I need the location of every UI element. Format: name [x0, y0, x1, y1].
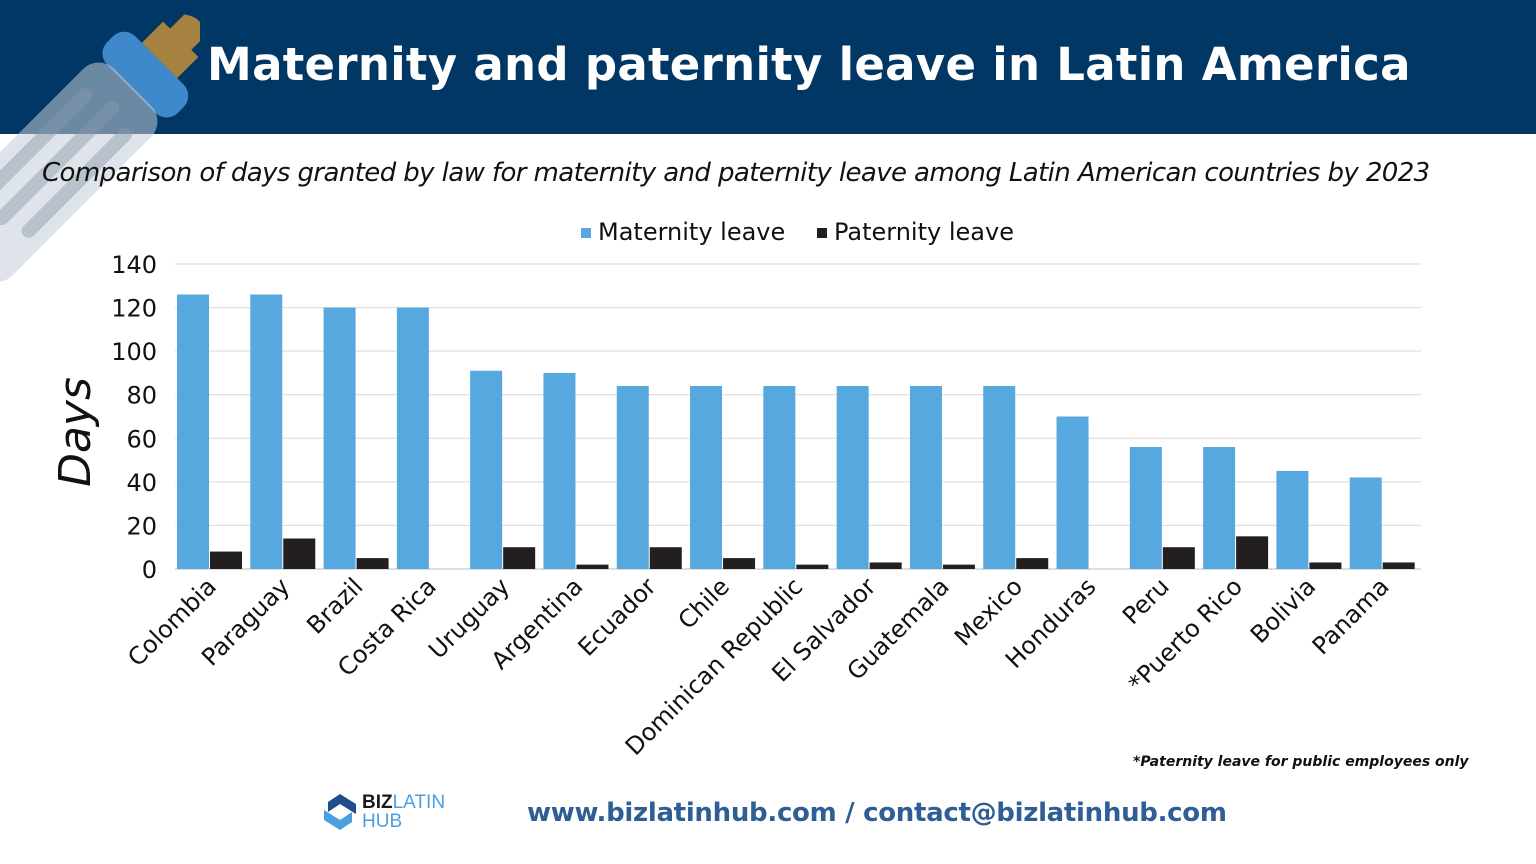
logo-mark-icon	[324, 794, 356, 830]
legend-swatch-maternity	[581, 228, 591, 238]
logo-biz: BIZ	[362, 792, 393, 813]
footnote: *Paternity leave for public employees on…	[1133, 754, 1469, 770]
y-tick-label: 80	[126, 382, 157, 410]
legend-label-maternity: Maternity leave	[598, 218, 785, 246]
maternity-bar	[1056, 416, 1089, 569]
legend-label-paternity: Paternity leave	[834, 218, 1014, 246]
legend-swatch-paternity	[817, 228, 827, 238]
paternity-bar	[1382, 562, 1415, 569]
maternity-bar	[616, 386, 649, 569]
maternity-bar	[177, 294, 209, 569]
maternity-bar	[323, 307, 356, 569]
baby-bottle-icon	[0, 14, 200, 282]
y-tick-label: 120	[111, 295, 157, 323]
paternity-bar	[503, 547, 536, 569]
paternity-bar	[1309, 562, 1342, 569]
x-tick-label: Panama	[1307, 572, 1395, 660]
maternity-bar	[763, 386, 796, 569]
maternity-bar	[836, 386, 869, 569]
x-tick-label: Ecuador	[573, 572, 662, 661]
maternity-bar	[543, 372, 576, 569]
bizlatinhub-logo: BIZLATIN HUB	[322, 792, 445, 832]
paternity-bar	[869, 562, 902, 569]
paternity-bar	[942, 564, 975, 569]
paternity-bar	[576, 564, 609, 569]
maternity-bar	[1276, 470, 1309, 569]
paternity-bar	[1236, 536, 1269, 569]
maternity-bar	[396, 307, 429, 569]
paternity-bar	[796, 564, 829, 569]
y-tick-label: 20	[126, 512, 157, 540]
maternity-bar	[1203, 447, 1236, 569]
maternity-bar	[690, 386, 723, 569]
logo-latin: LATIN	[392, 792, 446, 813]
paternity-bar	[210, 551, 242, 569]
maternity-bar	[470, 370, 503, 569]
paternity-bar	[1162, 547, 1195, 569]
chart-subtitle: Comparison of days granted by law for ma…	[42, 158, 1430, 188]
maternity-bar	[1129, 447, 1162, 569]
page-title: Maternity and paternity leave in Latin A…	[207, 38, 1411, 91]
paternity-bar	[649, 547, 682, 569]
y-tick-label: 100	[111, 338, 157, 366]
x-tick-label: Peru	[1117, 572, 1175, 630]
y-tick-label: 60	[126, 425, 157, 453]
logo-hub: HUB	[362, 811, 403, 832]
paternity-bar	[283, 538, 316, 569]
paternity-bar	[356, 558, 389, 569]
maternity-bar	[250, 294, 283, 569]
header-banner	[0, 0, 1536, 134]
maternity-bar	[909, 386, 942, 569]
x-tick-label: Chile	[673, 572, 735, 634]
contact-link[interactable]: www.bizlatinhub.com / contact@bizlatinhu…	[527, 798, 1227, 828]
y-tick-label: 0	[142, 556, 157, 584]
y-axis-label: Days	[50, 377, 101, 487]
y-tick-label: 140	[111, 251, 157, 279]
paternity-bar	[1016, 558, 1049, 569]
y-tick-label: 40	[126, 469, 157, 497]
maternity-bar	[983, 386, 1016, 569]
legend: Maternity leave Paternity leave	[581, 218, 1014, 246]
x-tick-label: Brazil	[301, 572, 368, 639]
paternity-bar	[723, 558, 756, 569]
maternity-bar	[1349, 477, 1382, 569]
